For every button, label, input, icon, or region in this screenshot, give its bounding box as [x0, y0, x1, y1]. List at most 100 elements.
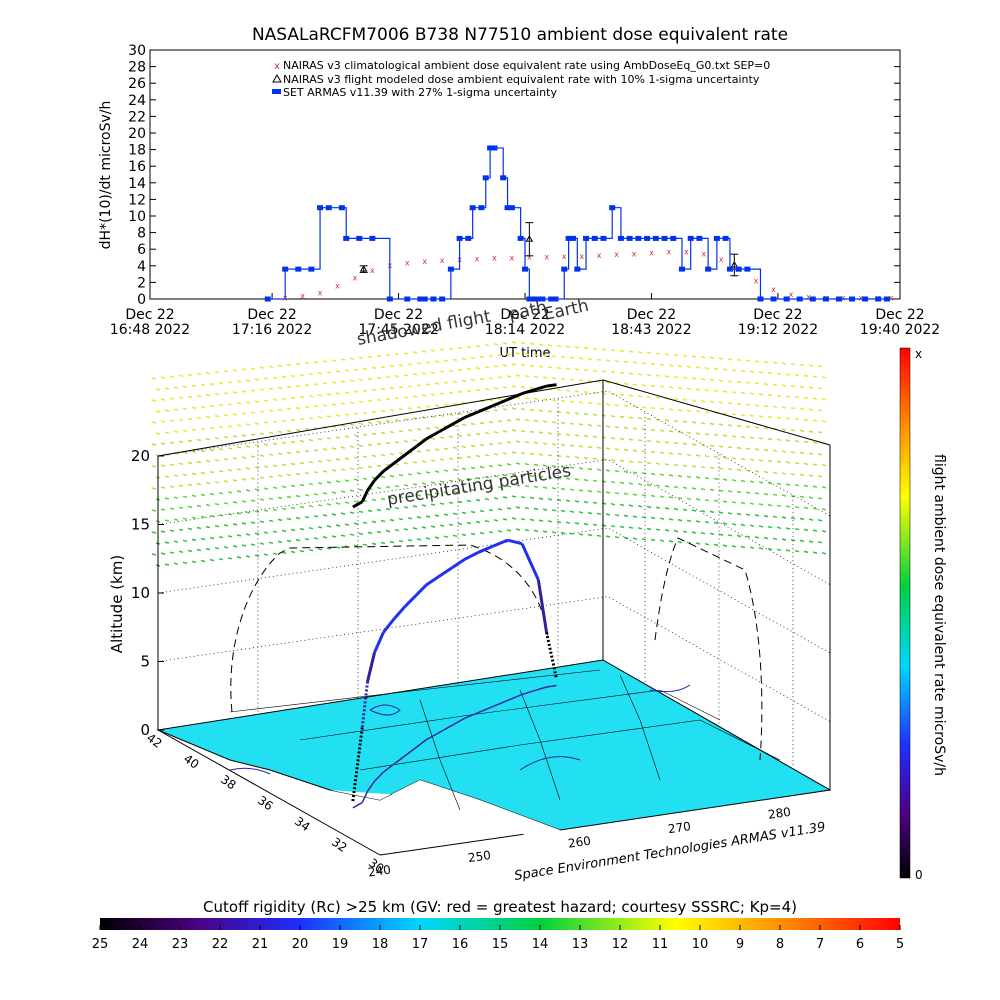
dose-dash	[682, 530, 688, 534]
dose-dash	[277, 364, 283, 368]
dose-dash	[380, 519, 386, 523]
dose-dash	[529, 496, 535, 500]
dose-dash	[277, 452, 283, 456]
dose-dash	[484, 519, 490, 523]
dose-dash	[592, 391, 598, 395]
dose-dash	[695, 388, 701, 391]
dose-dash	[758, 459, 764, 462]
dose-dash	[596, 424, 602, 428]
dose-dash	[484, 365, 490, 369]
dose-dash	[524, 462, 530, 466]
dose-dash	[749, 392, 755, 395]
dose-dash	[425, 471, 431, 474]
lon-tick-label: 280	[767, 805, 792, 822]
dose-dash	[632, 471, 638, 474]
top-ylabel: dH*(10)/dt microSv/h	[98, 101, 114, 250]
dose-dash	[394, 396, 400, 400]
flight-track-segment	[520, 543, 540, 581]
dose-dash	[236, 490, 242, 493]
chart-title: NASALaRCFM7006 B738 N77510 ambient dose …	[252, 25, 788, 45]
dose-dash	[511, 385, 517, 388]
projected-track-segment	[360, 489, 369, 503]
dose-dash	[623, 382, 629, 386]
dose-dash	[551, 531, 557, 534]
flight-track-segment	[351, 727, 364, 802]
dose-dash	[686, 453, 692, 457]
dose-dash	[344, 391, 350, 394]
dose-dash	[466, 345, 472, 349]
dose-dash	[326, 437, 332, 440]
dose-dash	[673, 441, 679, 445]
dose-dash	[407, 429, 413, 432]
nairas-clim-point: x	[440, 256, 445, 265]
dose-dash	[209, 470, 215, 474]
dose-dash	[578, 401, 584, 404]
armas-point	[386, 296, 393, 302]
dose-dash	[344, 435, 350, 438]
projected-track-segment	[438, 423, 453, 434]
dose-dash	[493, 519, 499, 522]
dose-dash	[758, 547, 764, 550]
nairas-clim-point: x	[667, 248, 672, 257]
dose-dash	[475, 454, 481, 458]
dose-dash	[524, 418, 530, 422]
dose-dash	[587, 533, 593, 537]
dose-dash	[812, 463, 818, 466]
dose-dash	[799, 407, 805, 411]
dose-dash	[205, 481, 211, 485]
dose-dash	[214, 546, 220, 550]
dose-dash	[529, 430, 535, 434]
x-tick-label-time: 17:45 2022	[358, 322, 438, 338]
dose-dash	[376, 530, 382, 534]
dose-dash	[556, 432, 562, 436]
dose-dash	[236, 402, 242, 405]
dose-dash	[380, 387, 386, 391]
dose-dash	[349, 489, 355, 492]
dose-dash	[583, 368, 589, 372]
dose-dash	[322, 536, 328, 539]
dose-dash	[367, 421, 373, 425]
dose-dash	[610, 458, 616, 462]
dose-dash	[241, 412, 247, 415]
dose-dash	[637, 351, 643, 354]
map-state-lines	[229, 669, 781, 811]
dose-dash	[623, 360, 629, 364]
armas-point	[678, 266, 685, 272]
dose-dash	[583, 434, 589, 438]
dose-dash	[533, 353, 539, 357]
dose-dash	[740, 457, 746, 461]
dose-dash	[493, 365, 499, 368]
dose-dash	[241, 544, 247, 547]
dose-dash	[677, 496, 683, 500]
dose-dash	[817, 365, 823, 368]
dose-dash	[389, 474, 395, 478]
dose-dash	[623, 404, 629, 408]
dose-dash	[790, 516, 796, 520]
ground-track-segment	[352, 801, 363, 809]
dose-dash	[596, 490, 602, 494]
x-tick-label-day: Dec 22	[125, 307, 174, 323]
dose-dash	[254, 510, 260, 513]
cbar-tick-label: 25	[92, 937, 109, 952]
dose-dash	[754, 404, 760, 407]
dose-dash	[160, 530, 166, 533]
dose-dash	[614, 425, 620, 429]
dose-dash	[713, 389, 719, 393]
dose-dash	[718, 467, 724, 470]
nairas-clim-point: x	[544, 253, 549, 262]
dose-dash	[565, 345, 571, 348]
dose-dash	[808, 386, 814, 389]
dose-dash	[785, 417, 791, 420]
dose-dash	[587, 489, 593, 493]
dose-dash	[749, 524, 755, 527]
dose-dash	[794, 417, 800, 421]
dose-dash	[272, 464, 278, 468]
dose-dash	[754, 492, 760, 495]
dose-dash	[560, 443, 566, 447]
dose-dash	[538, 453, 544, 456]
dose-dash	[227, 425, 233, 428]
dose-dash	[187, 527, 193, 531]
dose-dash	[551, 377, 557, 380]
dose-dash	[259, 388, 265, 391]
